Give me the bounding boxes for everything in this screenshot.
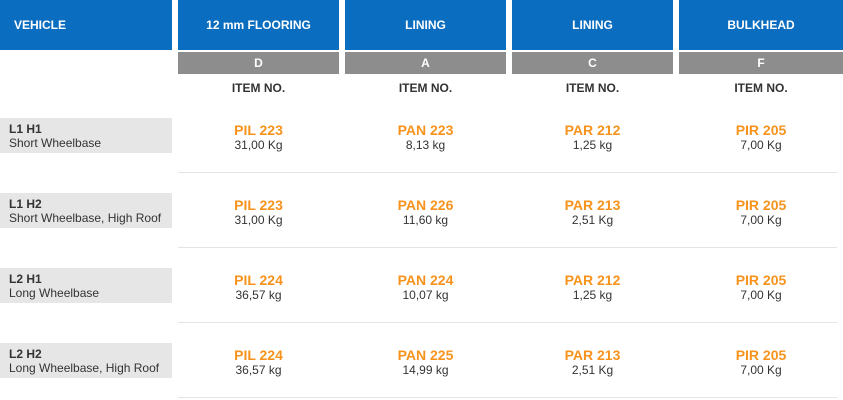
header-col-bulkhead: BULKHEAD (679, 0, 843, 50)
header-col-flooring: 12 mm FLOORING (178, 0, 339, 50)
item-number: PAN 225 (397, 347, 454, 363)
header-col-lining-c: LINING (512, 0, 673, 50)
header-vehicle: VEHICLE (0, 0, 172, 50)
vehicle-row-l1h2: L1 H2 Short Wheelbase, High Roof (0, 193, 172, 228)
item-weight: 1,25 kg (572, 288, 613, 302)
item-number: PIL 224 (234, 347, 283, 363)
vehicle-code: L2 H2 (9, 346, 42, 361)
item-label-col-lining-c: ITEM NO. (565, 81, 620, 95)
vehicle-row-l1h1: L1 H1 Short Wheelbase (0, 118, 172, 153)
product-cell: PAN 225 14,99 kg (345, 342, 506, 382)
vehicle-desc: Long Wheelbase (9, 285, 100, 300)
item-weight: 1,25 kg (572, 138, 613, 152)
row-divider (178, 322, 837, 323)
vehicle-desc: Short Wheelbase, High Roof (9, 210, 162, 225)
product-cell: PAN 223 8,13 kg (345, 117, 506, 157)
vehicle-row-l2h1: L2 H1 Long Wheelbase (0, 268, 172, 303)
item-number: PAR 212 (564, 272, 621, 288)
item-number: PAR 212 (564, 122, 621, 138)
item-number: PAR 213 (564, 197, 621, 213)
item-number: PIL 223 (234, 197, 283, 213)
row-divider (178, 172, 837, 173)
row-divider (178, 247, 837, 248)
item-weight: 10,07 kg (402, 288, 449, 302)
letter-col-lining-a: A (345, 52, 506, 74)
item-weight: 7,00 Kg (740, 138, 782, 152)
letter-col-bulkhead: F (679, 52, 843, 74)
product-cell: PAN 226 11,60 kg (345, 192, 506, 232)
product-cell: PIL 223 31,00 Kg (178, 117, 339, 157)
product-cell: PAR 213 2,51 Kg (512, 342, 673, 382)
product-cell: PIR 205 7,00 Kg (679, 117, 843, 157)
vehicle-code: L1 H2 (9, 196, 42, 211)
product-cell: PIR 205 7,00 Kg (679, 192, 843, 232)
product-cell: PIL 224 36,57 kg (178, 342, 339, 382)
item-weight: 11,60 kg (402, 213, 449, 227)
vehicle-code: L1 H1 (9, 121, 42, 136)
item-weight: 2,51 Kg (571, 363, 614, 377)
product-cell: PAR 212 1,25 kg (512, 267, 673, 307)
row-divider (178, 397, 837, 398)
item-weight: 8,13 kg (405, 138, 446, 152)
product-cell: PAR 213 2,51 Kg (512, 192, 673, 232)
item-label-col-flooring: ITEM NO. (231, 81, 286, 95)
vehicle-desc: Short Wheelbase (9, 135, 102, 150)
vehicle-code: L2 H1 (9, 271, 42, 286)
item-weight: 7,00 Kg (740, 288, 782, 302)
item-weight: 31,00 Kg (234, 138, 283, 152)
product-cell: PAN 224 10,07 kg (345, 267, 506, 307)
letter-col-lining-c: C (512, 52, 673, 74)
item-number: PAR 213 (564, 347, 621, 363)
product-cell: PIR 205 7,00 Kg (679, 342, 843, 382)
item-weight: 7,00 Kg (740, 363, 782, 377)
item-number: PIL 224 (234, 272, 283, 288)
item-number: PIR 205 (735, 347, 787, 363)
product-cell: PAR 212 1,25 kg (512, 117, 673, 157)
product-cell: PIL 224 36,57 kg (178, 267, 339, 307)
item-number: PIL 223 (234, 122, 283, 138)
header-col-lining-a: LINING (345, 0, 506, 50)
item-number: PAN 224 (397, 272, 454, 288)
letter-col-flooring: D (178, 52, 339, 74)
vehicle-desc: Long Wheelbase, High Roof (9, 360, 160, 375)
vehicle-row-l2h2: L2 H2 Long Wheelbase, High Roof (0, 343, 172, 378)
item-number: PIR 205 (735, 122, 787, 138)
item-weight: 2,51 Kg (571, 213, 614, 227)
item-number: PIR 205 (735, 197, 787, 213)
item-weight: 14,99 kg (402, 363, 449, 377)
item-weight: 31,00 Kg (234, 213, 283, 227)
item-number: PAN 223 (397, 122, 454, 138)
product-cell: PIR 205 7,00 Kg (679, 267, 843, 307)
item-label-col-lining-a: ITEM NO. (398, 81, 453, 95)
product-cell: PIL 223 31,00 Kg (178, 192, 339, 232)
item-weight: 7,00 Kg (740, 213, 782, 227)
item-label-col-bulkhead: ITEM NO. (734, 81, 788, 95)
item-weight: 36,57 kg (235, 288, 282, 302)
item-number: PAN 226 (397, 197, 454, 213)
item-weight: 36,57 kg (235, 363, 282, 377)
item-number: PIR 205 (735, 272, 787, 288)
